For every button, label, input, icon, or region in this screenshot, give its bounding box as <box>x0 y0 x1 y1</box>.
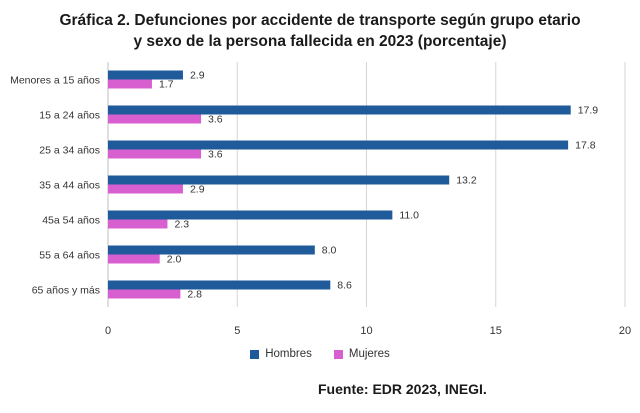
category-label-5: 55 a 64 años <box>39 250 100 262</box>
category-label-4: 45a 54 años <box>42 215 100 227</box>
value-label-mujeres-2: 3.6 <box>208 149 223 161</box>
category-label-0: Menores a 15 años <box>10 75 100 87</box>
value-label-hombres-5: 8.0 <box>322 245 337 257</box>
value-label-mujeres-3: 2.9 <box>190 184 205 196</box>
bar-mujeres-2 <box>108 149 202 159</box>
value-label-mujeres-1: 3.6 <box>208 114 223 126</box>
chart-title-line2: y sexo de la persona fallecida en 2023 (… <box>133 33 507 50</box>
category-label-2: 25 a 34 años <box>39 145 100 157</box>
x-tick-label-0: 0 <box>105 325 111 337</box>
x-tick-label-10: 10 <box>360 325 372 337</box>
category-label-3: 35 a 44 años <box>39 180 100 192</box>
value-label-hombres-6: 8.6 <box>337 280 352 292</box>
bar-mujeres-3 <box>108 184 183 194</box>
category-label-1: 15 a 24 años <box>39 110 100 122</box>
bar-hombres-6 <box>108 280 331 290</box>
bar-hombres-0 <box>108 70 183 80</box>
value-label-hombres-4: 11.0 <box>399 210 419 222</box>
source-note: Fuente: EDR 2023, INEGI. <box>318 381 487 397</box>
bar-hombres-2 <box>108 140 569 150</box>
bar-mujeres-1 <box>108 114 202 124</box>
bar-mujeres-4 <box>108 219 168 229</box>
bar-hombres-4 <box>108 210 393 220</box>
value-label-hombres-2: 17.8 <box>575 140 596 152</box>
legend-label-mujeres: Mujeres <box>348 348 390 360</box>
legend-item-hombres: Hombres <box>250 348 312 360</box>
legend-swatch-hombres <box>250 349 260 359</box>
value-label-mujeres-4: 2.3 <box>174 219 189 231</box>
bar-mujeres-5 <box>108 254 160 264</box>
value-label-mujeres-5: 2.0 <box>167 254 182 266</box>
bar-mujeres-0 <box>108 79 152 89</box>
category-label-6: 65 años y más <box>32 285 100 297</box>
chart-title: Gráfica 2. Defunciones por accidente de … <box>0 10 640 52</box>
legend: Hombres Mujeres <box>0 348 640 360</box>
x-tick-label-15: 15 <box>490 325 502 337</box>
legend-swatch-mujeres <box>333 349 343 359</box>
legend-label-hombres: Hombres <box>265 348 312 360</box>
value-label-mujeres-0: 1.7 <box>159 79 174 91</box>
value-label-hombres-0: 2.9 <box>190 70 205 82</box>
x-tick-label-20: 20 <box>619 325 631 337</box>
bar-mujeres-6 <box>108 289 181 299</box>
bar-hombres-5 <box>108 245 315 255</box>
legend-item-mujeres: Mujeres <box>333 348 390 360</box>
value-label-hombres-1: 17.9 <box>578 105 599 117</box>
value-label-mujeres-6: 2.8 <box>187 289 202 301</box>
value-label-hombres-3: 13.2 <box>456 175 477 187</box>
bar-hombres-1 <box>108 105 571 115</box>
bar-hombres-3 <box>108 175 450 185</box>
chart-title-line1: Gráfica 2. Defunciones por accidente de … <box>59 12 581 29</box>
x-tick-label-5: 5 <box>234 325 240 337</box>
